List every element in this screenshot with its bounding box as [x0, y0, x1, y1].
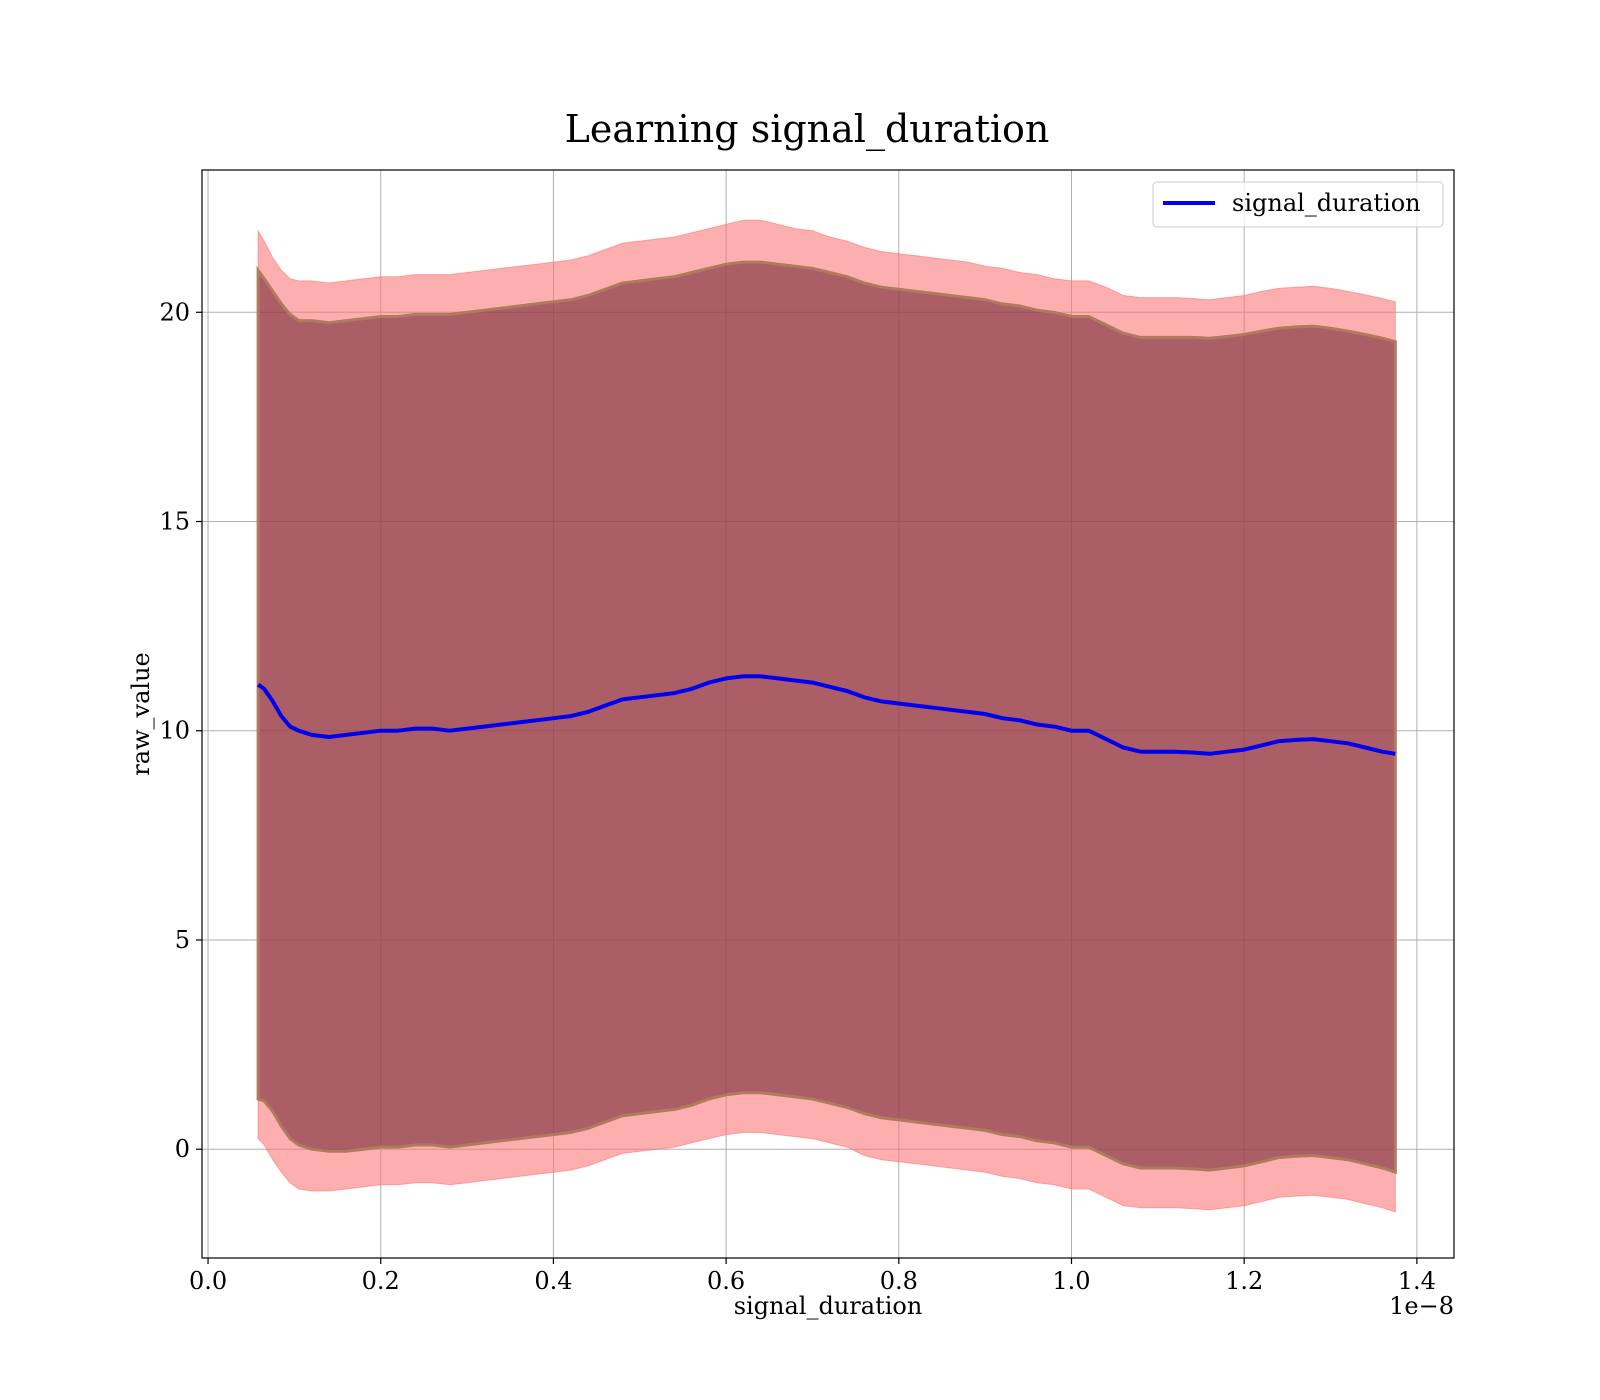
x-axis-offset-label: 1e−8 — [1389, 1292, 1454, 1320]
legend-box — [1152, 181, 1444, 228]
x-tick-label: 0.2 — [362, 1267, 400, 1295]
x-tick-label: 1.0 — [1052, 1267, 1090, 1295]
y-tick-label: 10 — [159, 717, 190, 745]
x-tick-label: 0.8 — [880, 1267, 918, 1295]
y-tick-label: 0 — [175, 1135, 190, 1163]
legend-label-signal-duration: signal_duration — [1232, 189, 1421, 217]
plot-frame — [201, 169, 1455, 1259]
inner-band — [256, 260, 1397, 1175]
y-tick-label: 20 — [159, 298, 190, 326]
x-axis-label: signal_duration — [734, 1292, 923, 1320]
x-tick-label: 0.0 — [189, 1267, 227, 1295]
y-axis: 0 5 10 15 20 — [159, 298, 202, 1163]
legend: signal_duration — [1152, 181, 1444, 228]
bands — [256, 219, 1397, 1213]
x-tick-label: 1.2 — [1225, 1267, 1263, 1295]
series-lines — [256, 674, 1396, 756]
x-tick-label: 0.4 — [534, 1267, 572, 1295]
y-axis-label: raw_value — [127, 652, 155, 776]
y-tick-label: 15 — [159, 508, 190, 536]
x-tick-label: 0.6 — [707, 1267, 745, 1295]
x-tick-label: 1.4 — [1398, 1267, 1436, 1295]
series-line-signal-duration — [256, 674, 1396, 756]
x-axis: 0.0 0.2 0.4 0.6 0.8 1.0 1.2 1.4 — [189, 1258, 1436, 1295]
chart-title: Learning signal_duration — [565, 107, 1050, 152]
y-tick-label: 5 — [175, 926, 190, 954]
